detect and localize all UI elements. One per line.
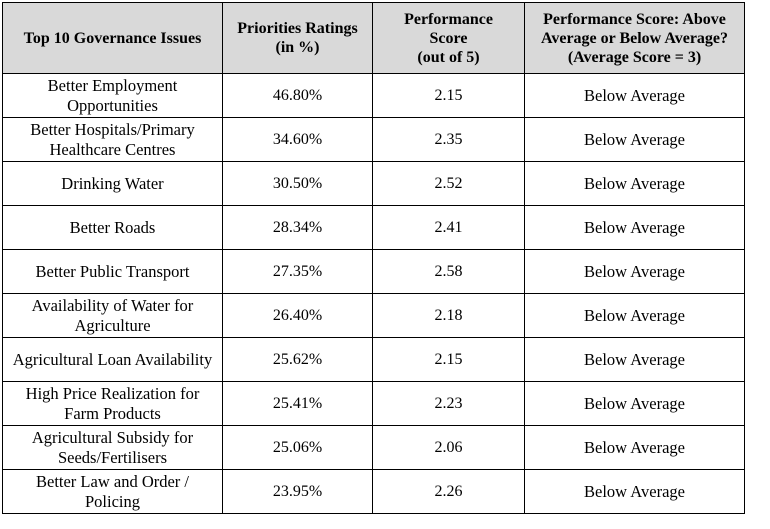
score-cell: 2.15: [372, 337, 525, 382]
table-row: Better Hospitals/Primary Healthcare Cent…: [2, 117, 745, 162]
table-row: Better Law and Order / Policing 23.95% 2…: [2, 469, 745, 514]
issue-cell: Better Roads: [2, 205, 223, 250]
rating-cell: 25.41%: [222, 381, 373, 426]
score-cell: 2.23: [372, 381, 525, 426]
score-cell: 2.52: [372, 161, 525, 206]
issue-cell: Agricultural Subsidy for Seeds/Fertilise…: [2, 425, 223, 470]
table-row: Agricultural Subsidy for Seeds/Fertilise…: [2, 425, 745, 470]
table-row: Agricultural Loan Availability 25.62% 2.…: [2, 337, 745, 382]
table-row: Better Roads 28.34% 2.41 Below Average: [2, 205, 745, 250]
issue-cell: Better Law and Order / Policing: [2, 469, 223, 514]
score-cell: 2.15: [372, 73, 525, 118]
rating-cell: 23.95%: [222, 469, 373, 514]
assessment-cell: Below Average: [524, 425, 745, 470]
issue-cell: High Price Realization for Farm Products: [2, 381, 223, 426]
table-row: Drinking Water 30.50% 2.52 Below Average: [2, 161, 745, 206]
table-row: Availability of Water for Agriculture 26…: [2, 293, 745, 338]
header-assessment: Performance Score: Above Average or Belo…: [524, 2, 745, 74]
header-rating-label: Priorities Ratings (in %): [237, 20, 358, 56]
score-cell: 2.06: [372, 425, 525, 470]
table-row: Better Employment Opportunities 46.80% 2…: [2, 73, 745, 118]
rating-cell: 25.62%: [222, 337, 373, 382]
assessment-cell: Below Average: [524, 161, 745, 206]
rating-cell: 46.80%: [222, 73, 373, 118]
header-issue: Top 10 Governance Issues: [2, 2, 223, 74]
rating-cell: 27.35%: [222, 249, 373, 294]
issue-cell: Agricultural Loan Availability: [2, 337, 223, 382]
score-cell: 2.41: [372, 205, 525, 250]
header-score: Performance Score (out of 5): [372, 2, 525, 74]
issue-cell: Availability of Water for Agriculture: [2, 293, 223, 338]
header-assessment-label: Performance Score: Above Average or Belo…: [540, 10, 729, 66]
issue-cell: Better Hospitals/Primary Healthcare Cent…: [2, 117, 223, 162]
issue-cell: Better Public Transport: [2, 249, 223, 294]
score-cell: 2.18: [372, 293, 525, 338]
assessment-cell: Below Average: [524, 469, 745, 514]
table-row: Better Public Transport 27.35% 2.58 Belo…: [2, 249, 745, 294]
header-rating: Priorities Ratings (in %): [222, 2, 373, 74]
header-score-label: Performance Score (out of 5): [404, 10, 493, 66]
rating-cell: 25.06%: [222, 425, 373, 470]
assessment-cell: Below Average: [524, 293, 745, 338]
assessment-cell: Below Average: [524, 381, 745, 426]
header-issue-label: Top 10 Governance Issues: [23, 29, 202, 47]
assessment-cell: Below Average: [524, 337, 745, 382]
score-cell: 2.26: [372, 469, 525, 514]
rating-cell: 30.50%: [222, 161, 373, 206]
score-cell: 2.58: [372, 249, 525, 294]
table-row: High Price Realization for Farm Products…: [2, 381, 745, 426]
score-cell: 2.35: [372, 117, 525, 162]
table-header-row: Top 10 Governance Issues Priorities Rati…: [2, 2, 745, 74]
assessment-cell: Below Average: [524, 205, 745, 250]
rating-cell: 26.40%: [222, 293, 373, 338]
rating-cell: 34.60%: [222, 117, 373, 162]
governance-issues-table: Top 10 Governance Issues Priorities Rati…: [2, 2, 745, 514]
rating-cell: 28.34%: [222, 205, 373, 250]
assessment-cell: Below Average: [524, 117, 745, 162]
issue-cell: Drinking Water: [2, 161, 223, 206]
issue-cell: Better Employment Opportunities: [2, 73, 223, 118]
assessment-cell: Below Average: [524, 249, 745, 294]
assessment-cell: Below Average: [524, 73, 745, 118]
